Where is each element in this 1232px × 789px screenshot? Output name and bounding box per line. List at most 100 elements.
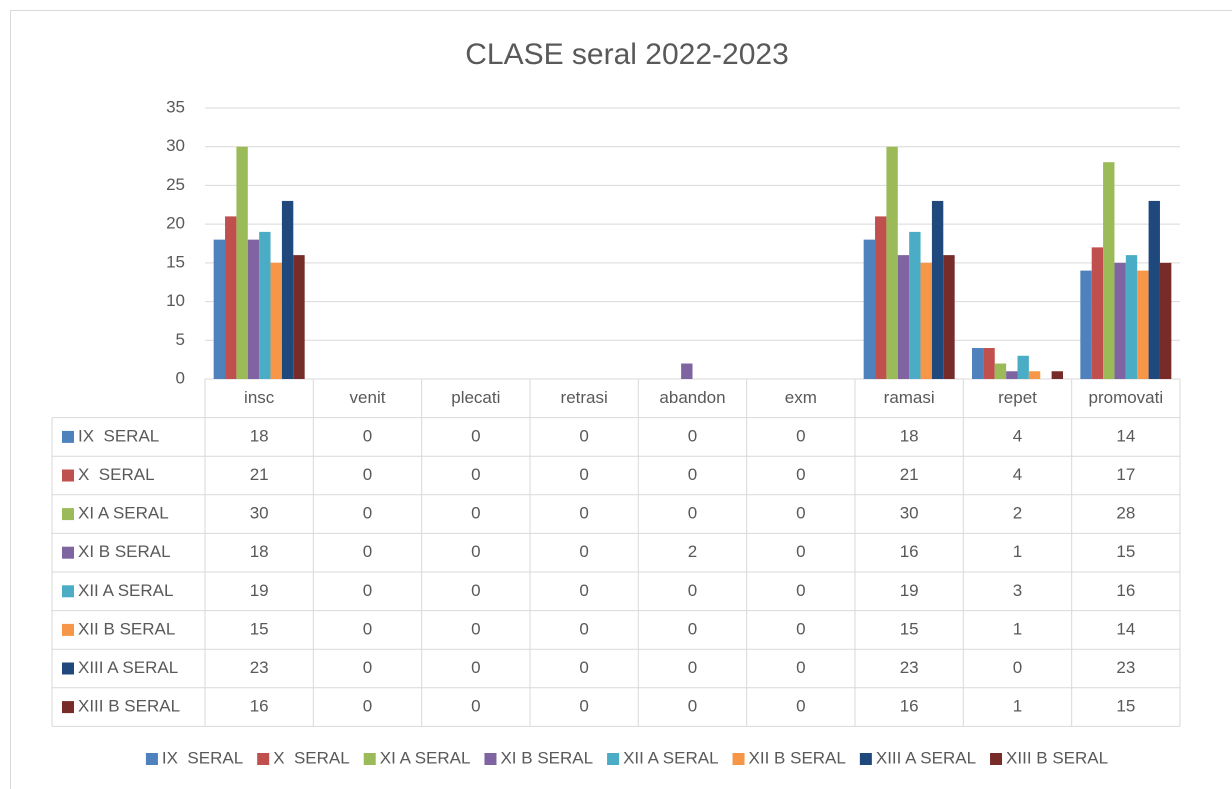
bar bbox=[875, 216, 887, 379]
legend-key bbox=[145, 753, 158, 765]
x-tick-label: venit bbox=[350, 388, 386, 407]
table-value: 0 bbox=[579, 542, 588, 561]
table-value: 21 bbox=[250, 465, 269, 484]
table-value: 0 bbox=[363, 658, 372, 677]
legend-key bbox=[990, 753, 1003, 765]
table-value: 14 bbox=[1116, 426, 1135, 445]
table-value: 1 bbox=[1013, 619, 1022, 638]
table-value: 0 bbox=[796, 658, 805, 677]
table-row-label: XIII A SERAL bbox=[78, 658, 178, 677]
table-value: 0 bbox=[363, 581, 372, 600]
table-value: 23 bbox=[1116, 658, 1135, 677]
y-tick-label: 20 bbox=[166, 214, 185, 233]
table-legend-key bbox=[62, 662, 74, 675]
table-value: 0 bbox=[796, 504, 805, 523]
table-value: 19 bbox=[900, 581, 919, 600]
legend-key bbox=[859, 753, 872, 765]
legend-label: X SERAL bbox=[273, 748, 350, 767]
x-tick-label: plecati bbox=[451, 388, 500, 407]
table-value: 0 bbox=[363, 697, 372, 716]
table-value: 0 bbox=[688, 504, 697, 523]
legend-key bbox=[257, 753, 270, 765]
bar bbox=[920, 262, 932, 379]
legend-label: XIII B SERAL bbox=[1006, 748, 1108, 767]
table-legend-key bbox=[62, 701, 74, 714]
table-value: 0 bbox=[579, 619, 588, 638]
bar bbox=[681, 363, 693, 379]
table-value: 0 bbox=[688, 697, 697, 716]
table-value: 15 bbox=[900, 619, 919, 638]
table-value: 0 bbox=[471, 581, 480, 600]
table-value: 14 bbox=[1116, 619, 1135, 638]
table-row-label: XII B SERAL bbox=[78, 619, 175, 638]
table-value: 16 bbox=[900, 697, 919, 716]
bar bbox=[1006, 371, 1018, 379]
y-tick-label: 5 bbox=[176, 330, 185, 349]
table-value: 15 bbox=[1116, 542, 1135, 561]
table-row-label: IX SERAL bbox=[78, 426, 159, 445]
table-value: 1 bbox=[1013, 542, 1022, 561]
table-value: 0 bbox=[579, 426, 588, 445]
bar bbox=[897, 255, 910, 379]
table-value: 0 bbox=[471, 542, 480, 561]
table-value: 23 bbox=[250, 658, 269, 677]
table-value: 30 bbox=[250, 504, 269, 523]
table-value: 21 bbox=[900, 465, 919, 484]
table-value: 0 bbox=[688, 619, 697, 638]
table-value: 0 bbox=[363, 504, 372, 523]
table-value: 0 bbox=[579, 465, 588, 484]
bar bbox=[225, 216, 237, 379]
table-value: 0 bbox=[1013, 658, 1022, 677]
table-value: 17 bbox=[1116, 465, 1135, 484]
bar bbox=[1017, 355, 1029, 379]
table-row-label: XI A SERAL bbox=[78, 504, 169, 523]
bar bbox=[236, 146, 248, 379]
table-row-label: XI B SERAL bbox=[78, 542, 171, 561]
table-value: 0 bbox=[796, 697, 805, 716]
table-value: 0 bbox=[796, 426, 805, 445]
y-tick-label: 10 bbox=[166, 291, 185, 310]
bar bbox=[931, 200, 944, 379]
table-value: 1 bbox=[1013, 697, 1022, 716]
bar bbox=[1137, 270, 1149, 379]
table-value: 15 bbox=[250, 619, 269, 638]
bar bbox=[863, 239, 876, 379]
bar bbox=[1051, 371, 1063, 379]
y-tick-label: 30 bbox=[166, 136, 185, 155]
table-value: 18 bbox=[250, 542, 269, 561]
table-value: 28 bbox=[1116, 504, 1135, 523]
bar bbox=[281, 200, 294, 379]
x-tick-label: promovati bbox=[1089, 388, 1164, 407]
bar bbox=[270, 262, 282, 379]
x-tick-label: insc bbox=[244, 388, 275, 407]
table-value: 0 bbox=[363, 426, 372, 445]
table-value: 0 bbox=[363, 465, 372, 484]
table-value: 0 bbox=[471, 465, 480, 484]
y-tick-label: 0 bbox=[176, 368, 185, 387]
table-legend-key bbox=[62, 508, 74, 521]
legend-label: XI A SERAL bbox=[380, 748, 471, 767]
bar bbox=[1080, 270, 1092, 379]
table-value: 0 bbox=[363, 542, 372, 561]
table-value: 19 bbox=[250, 581, 269, 600]
table-value: 0 bbox=[579, 504, 588, 523]
table-value: 16 bbox=[900, 542, 919, 561]
table-value: 2 bbox=[688, 542, 697, 561]
legend-label: XII A SERAL bbox=[623, 748, 718, 767]
table-row-label: XII A SERAL bbox=[78, 581, 173, 600]
table-value: 0 bbox=[471, 697, 480, 716]
table-legend-key bbox=[62, 546, 74, 559]
bar bbox=[983, 348, 995, 379]
legend-label: IX SERAL bbox=[162, 748, 243, 767]
y-tick-label: 35 bbox=[166, 97, 185, 116]
bar bbox=[1114, 262, 1126, 379]
legend-label: XI B SERAL bbox=[500, 748, 593, 767]
table-legend-key bbox=[62, 469, 74, 482]
legend-key bbox=[607, 753, 620, 765]
x-tick-label: exm bbox=[785, 388, 817, 407]
table-value: 0 bbox=[688, 426, 697, 445]
bar bbox=[972, 348, 984, 379]
chart-border bbox=[10, 10, 1232, 789]
bar bbox=[259, 231, 271, 379]
